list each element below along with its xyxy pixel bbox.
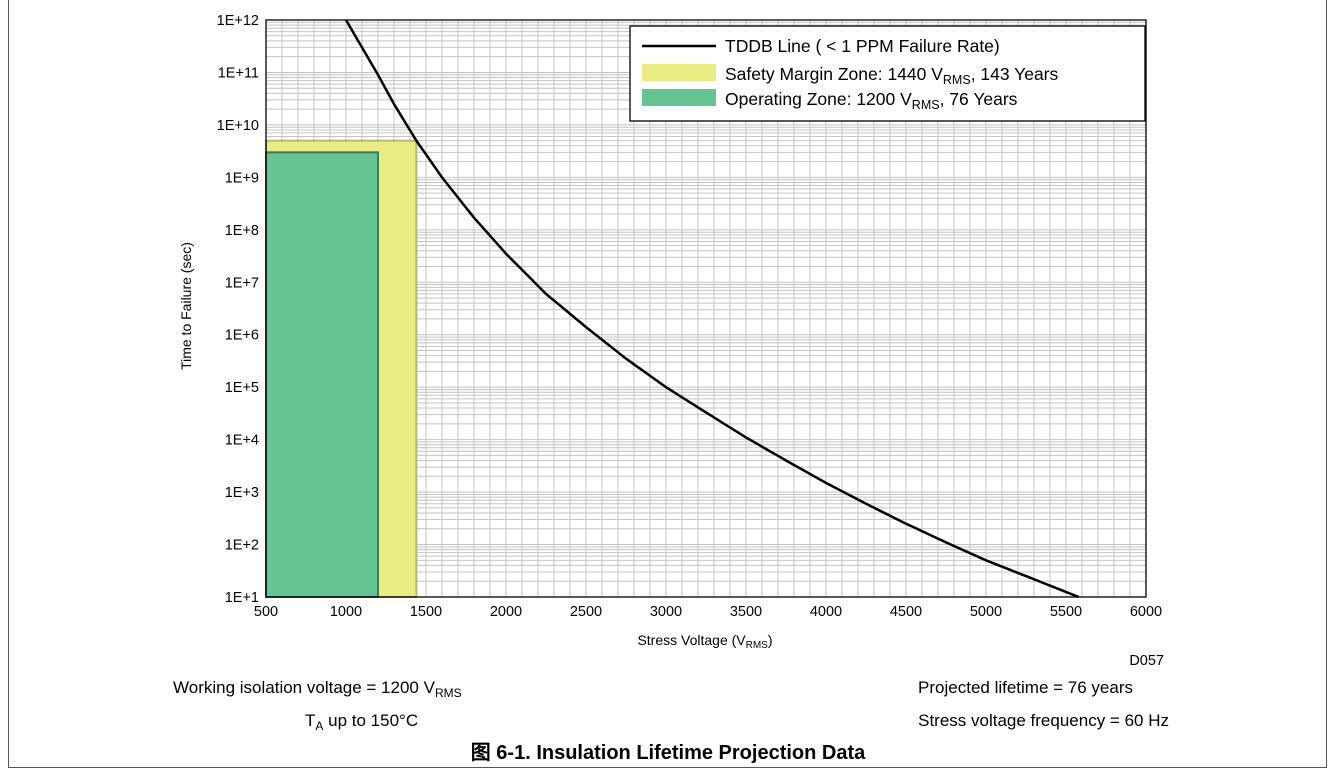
y-tick-label: 1E+4 bbox=[225, 433, 259, 449]
legend-label-tddb: TDDB Line ( < 1 PPM Failure Rate) bbox=[725, 36, 1000, 56]
x-tick-label: 2500 bbox=[570, 604, 602, 620]
legend-swatch-operating bbox=[642, 89, 716, 106]
legend-label-operating-main: Operating Zone: 1200 V bbox=[725, 89, 912, 109]
x-tick-label: 5500 bbox=[1050, 604, 1082, 620]
working-voltage-sub: RMS bbox=[434, 686, 462, 700]
legend-swatch-safety bbox=[642, 64, 716, 81]
y-tick-label: 1E+1 bbox=[225, 590, 259, 606]
ta-note: TA up to 150°C bbox=[305, 711, 418, 733]
ta-sub: A bbox=[315, 719, 324, 733]
y-tick-label: 1E+10 bbox=[217, 118, 259, 134]
x-tick-label: 4000 bbox=[810, 604, 842, 620]
y-tick-label: 1E+5 bbox=[225, 380, 259, 396]
y-tick-label: 1E+12 bbox=[217, 13, 259, 29]
x-tick-label: 6000 bbox=[1130, 604, 1162, 620]
legend-label-operating-rest: , 76 Years bbox=[940, 89, 1018, 109]
legend-label-operating: Operating Zone: 1200 VRMS, 76 Years bbox=[725, 89, 1018, 112]
ta-main: T bbox=[305, 711, 316, 730]
x-axis-title: Stress Voltage (VRMS) bbox=[637, 632, 772, 651]
x-tick-label: 500 bbox=[254, 604, 278, 620]
tddb-line bbox=[344, 19, 1080, 599]
stress-frequency-note: Stress voltage frequency = 60 Hz bbox=[918, 711, 1169, 730]
x-tick-label: 2000 bbox=[490, 604, 522, 620]
plot-border bbox=[265, 19, 1147, 598]
y-tick-label: 1E+11 bbox=[218, 65, 259, 81]
x-tick-label: 3500 bbox=[730, 604, 762, 620]
y-tick-label: 1E+7 bbox=[225, 275, 259, 291]
figure-caption: 图 6-1. Insulation Lifetime Projection Da… bbox=[0, 736, 1336, 765]
x-axis-title-sub: RMS bbox=[746, 640, 769, 651]
legend-label-safety-rest: , 143 Years bbox=[971, 64, 1059, 84]
caption-prefix: 图 bbox=[470, 740, 491, 764]
legend-label-safety: Safety Margin Zone: 1440 VRMS, 143 Years bbox=[725, 64, 1059, 87]
ta-rest: up to 150°C bbox=[323, 711, 419, 730]
legend-label-safety-sub: RMS bbox=[943, 73, 971, 87]
x-axis-title-suffix: ) bbox=[768, 632, 773, 648]
x-tick-label: 4500 bbox=[890, 604, 922, 620]
x-tick-label: 1000 bbox=[330, 604, 362, 620]
legend-label-safety-main: Safety Margin Zone: 1440 V bbox=[725, 64, 943, 84]
tick-labels: 500 1000 1500 2000 2500 3000 3500 4000 4500 5000 5… bbox=[217, 13, 1162, 620]
working-voltage-note: Working isolation voltage = 1200 VRMS bbox=[173, 678, 462, 700]
x-tick-label: 1500 bbox=[410, 604, 442, 620]
y-tick-label: 1E+3 bbox=[225, 485, 259, 501]
legend: TDDB Line ( < 1 PPM Failure Rate) Safety… bbox=[629, 25, 1146, 122]
zones bbox=[265, 139, 418, 598]
legend-label-operating-sub: RMS bbox=[912, 98, 940, 112]
x-tick-label: 3000 bbox=[650, 604, 682, 620]
y-tick-label: 1E+8 bbox=[225, 223, 259, 239]
x-tick-label: 5000 bbox=[970, 604, 1002, 620]
x-axis-title-main: Stress Voltage (V bbox=[637, 632, 746, 648]
y-tick-label: 1E+2 bbox=[225, 538, 259, 554]
y-axis-title: Time to Failure (sec) bbox=[178, 242, 194, 370]
y-tick-label: 1E+6 bbox=[225, 328, 259, 344]
operating-zone bbox=[265, 151, 379, 598]
caption-text: 6-1. Insulation Lifetime Projection Data bbox=[496, 742, 866, 764]
projected-lifetime-note: Projected lifetime = 76 years bbox=[918, 678, 1133, 697]
figure-id: D057 bbox=[1129, 653, 1164, 669]
working-voltage-text: Working isolation voltage = 1200 V bbox=[173, 678, 435, 697]
series-lines bbox=[344, 19, 1080, 599]
y-tick-label: 1E+9 bbox=[225, 170, 259, 186]
figure-frame bbox=[8, 0, 1327, 768]
